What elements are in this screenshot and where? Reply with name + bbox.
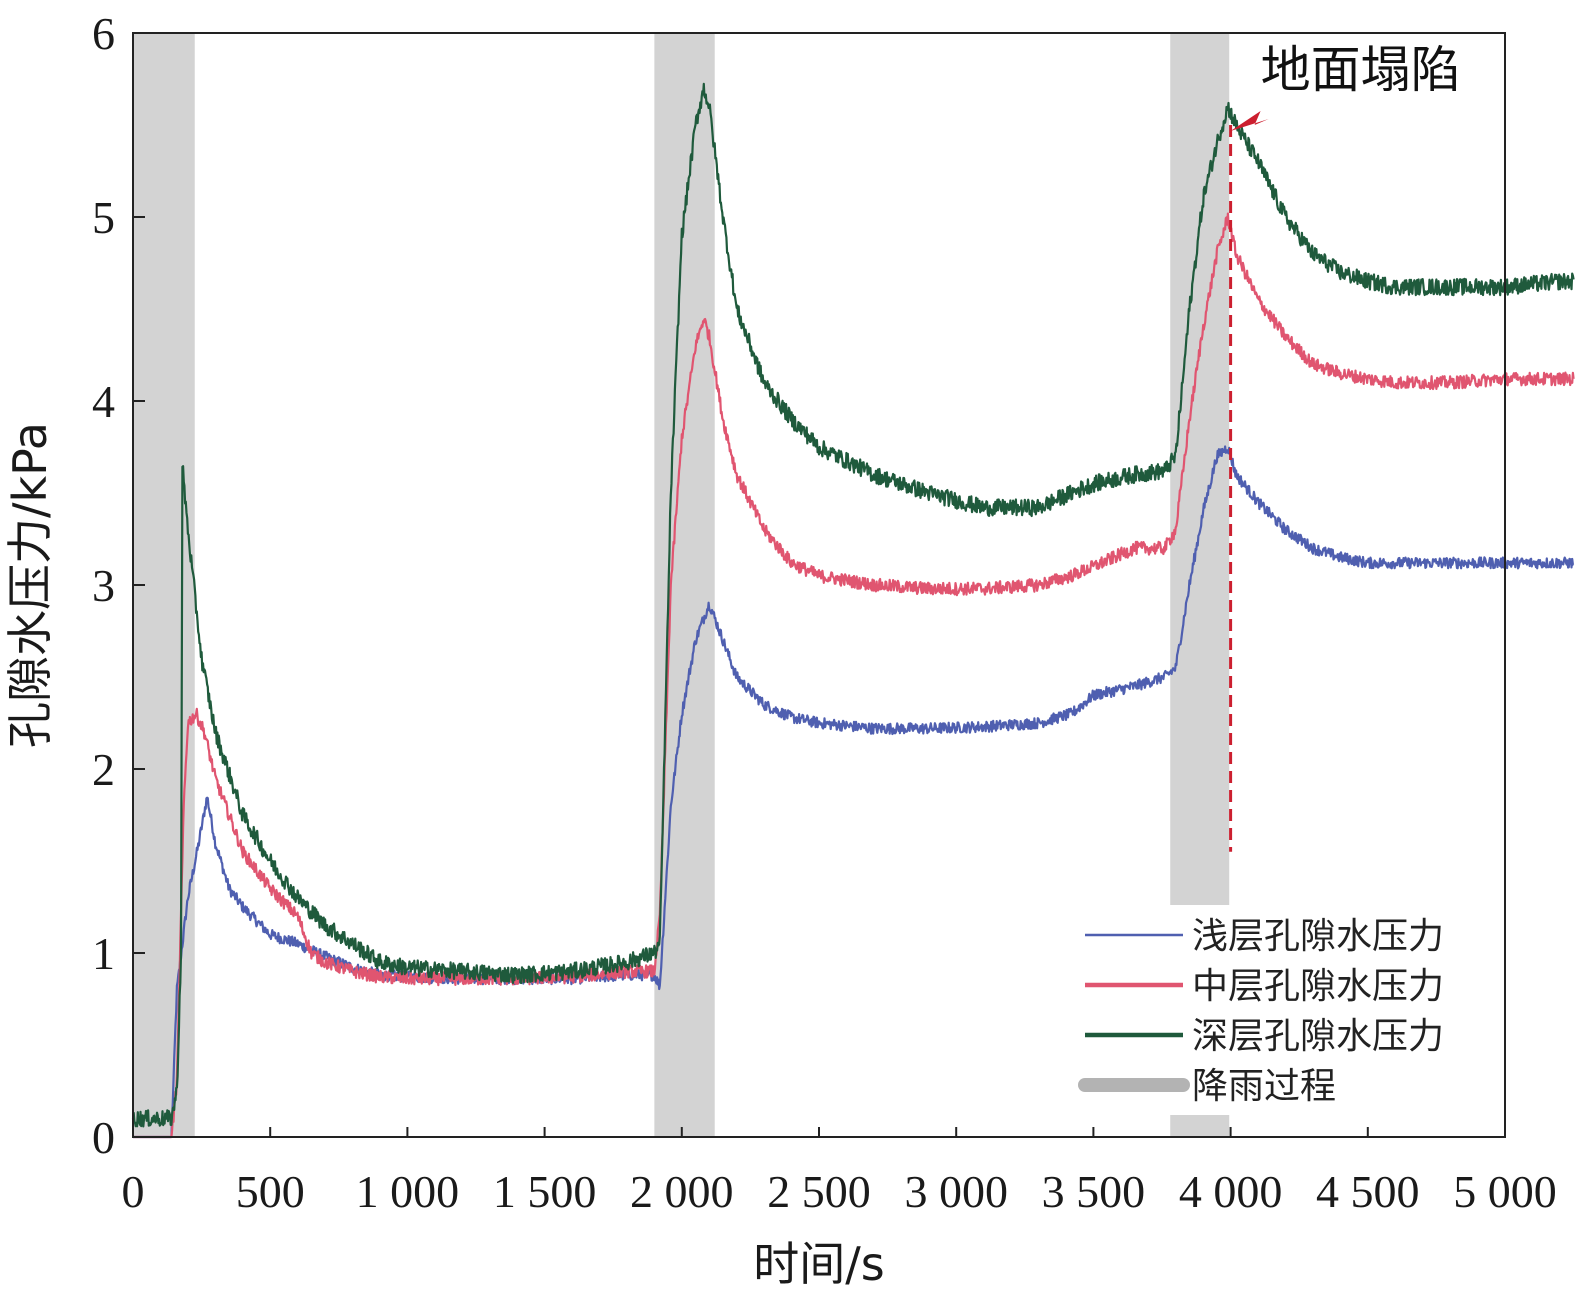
x-tick-label: 4 500	[1316, 1166, 1420, 1217]
y-tick-label: 4	[92, 376, 115, 427]
y-tick-label: 5	[92, 192, 115, 243]
x-tick-label: 500	[236, 1166, 305, 1217]
series-line-2	[132, 212, 1575, 1139]
x-tick-label: 2 500	[767, 1166, 871, 1217]
x-tick-label: 3 500	[1042, 1166, 1146, 1217]
legend-label-3: 深层孔隙水压力	[1192, 1016, 1444, 1057]
legend-label-4: 降雨过程	[1192, 1066, 1336, 1107]
collapse-arrow	[1230, 111, 1269, 131]
x-tick-label: 1 500	[493, 1166, 597, 1217]
x-tick-label: 0	[122, 1166, 145, 1217]
series-line-3	[131, 82, 1575, 1128]
x-axis-ticks: 0 500 1 000 1 500 2 000 2 500 3 000 3 500 4 000 4…	[122, 1127, 1557, 1217]
collapse-annotation-label: 地面塌陷	[1261, 41, 1461, 99]
y-tick-label: 1	[92, 928, 115, 979]
y-axis-ticks: 0 1 2 3 4 5 6	[92, 8, 145, 1163]
y-tick-label: 2	[92, 744, 115, 795]
x-axis-title: 时间/s	[753, 1237, 884, 1291]
y-axis-title: 孔隙水压力/kPa	[3, 422, 57, 748]
x-tick-label: 4 000	[1179, 1166, 1283, 1217]
rain-period-2	[654, 33, 715, 1137]
y-tick-label: 0	[92, 1112, 115, 1163]
rain-periods	[133, 33, 1230, 1137]
legend-label-2: 中层孔隙水压力	[1192, 966, 1444, 1007]
legend-label-1: 浅层孔隙水压力	[1192, 916, 1444, 957]
x-tick-label: 1 000	[356, 1166, 460, 1217]
series-lines	[131, 82, 1575, 1139]
x-tick-label: 5 000	[1453, 1166, 1557, 1217]
x-tick-label: 3 000	[904, 1166, 1008, 1217]
y-tick-label: 6	[92, 8, 115, 59]
annotations: 地面塌陷	[1229, 41, 1461, 852]
y-tick-label: 3	[92, 560, 115, 611]
x-tick-label: 2 000	[630, 1166, 734, 1217]
